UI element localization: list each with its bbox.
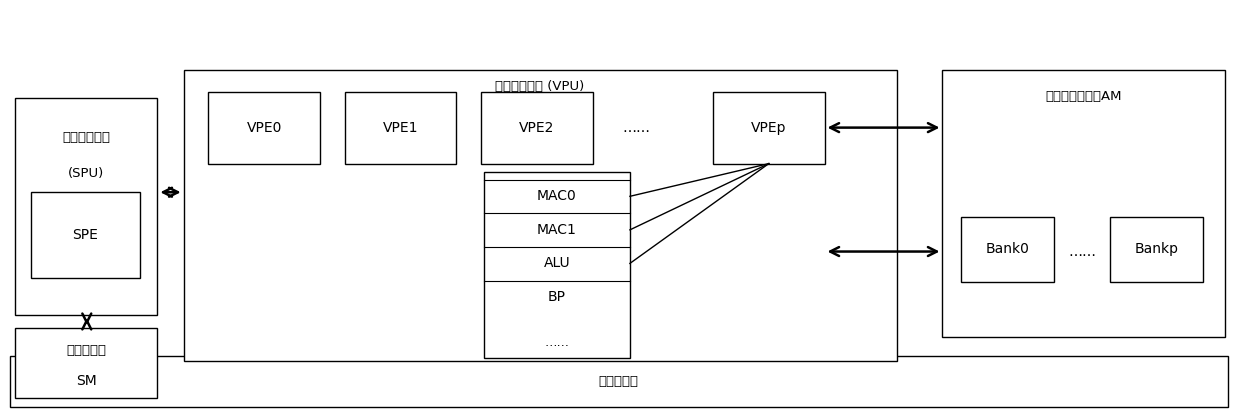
- Bar: [15, 98, 157, 315]
- Bar: [481, 92, 593, 164]
- Text: 片外存储器: 片外存储器: [599, 375, 639, 388]
- Bar: [10, 356, 1228, 407]
- Text: ……: ……: [544, 336, 569, 349]
- Text: Bankp: Bankp: [1135, 243, 1178, 256]
- Text: VPE2: VPE2: [520, 121, 554, 135]
- Text: ALU: ALU: [543, 256, 570, 270]
- Bar: [713, 92, 825, 164]
- Bar: [31, 192, 140, 278]
- Bar: [208, 92, 320, 164]
- Text: SM: SM: [76, 374, 97, 388]
- Text: 向量阵列存储器AM: 向量阵列存储器AM: [1045, 90, 1122, 103]
- Text: (SPU): (SPU): [68, 167, 104, 180]
- Text: VPE1: VPE1: [383, 121, 418, 135]
- Bar: [1110, 217, 1203, 282]
- Text: ……: ……: [1069, 245, 1096, 258]
- Text: 标量存储器: 标量存储器: [66, 344, 107, 357]
- Text: 标量处理部件: 标量处理部件: [62, 130, 110, 144]
- Text: VPEp: VPEp: [751, 121, 786, 135]
- Bar: [184, 70, 897, 361]
- Text: ……: ……: [622, 121, 650, 135]
- Text: MAC0: MAC0: [537, 189, 577, 203]
- Bar: [942, 70, 1225, 337]
- Bar: [484, 172, 630, 358]
- Bar: [15, 328, 157, 398]
- Text: Bank0: Bank0: [986, 243, 1029, 256]
- Bar: [345, 92, 456, 164]
- Text: MAC1: MAC1: [537, 223, 577, 237]
- Text: VPE0: VPE0: [247, 121, 281, 135]
- Text: 向量处理部件 (VPU): 向量处理部件 (VPU): [496, 80, 584, 93]
- Bar: [961, 217, 1054, 282]
- Text: BP: BP: [548, 290, 565, 304]
- Text: SPE: SPE: [73, 228, 98, 242]
